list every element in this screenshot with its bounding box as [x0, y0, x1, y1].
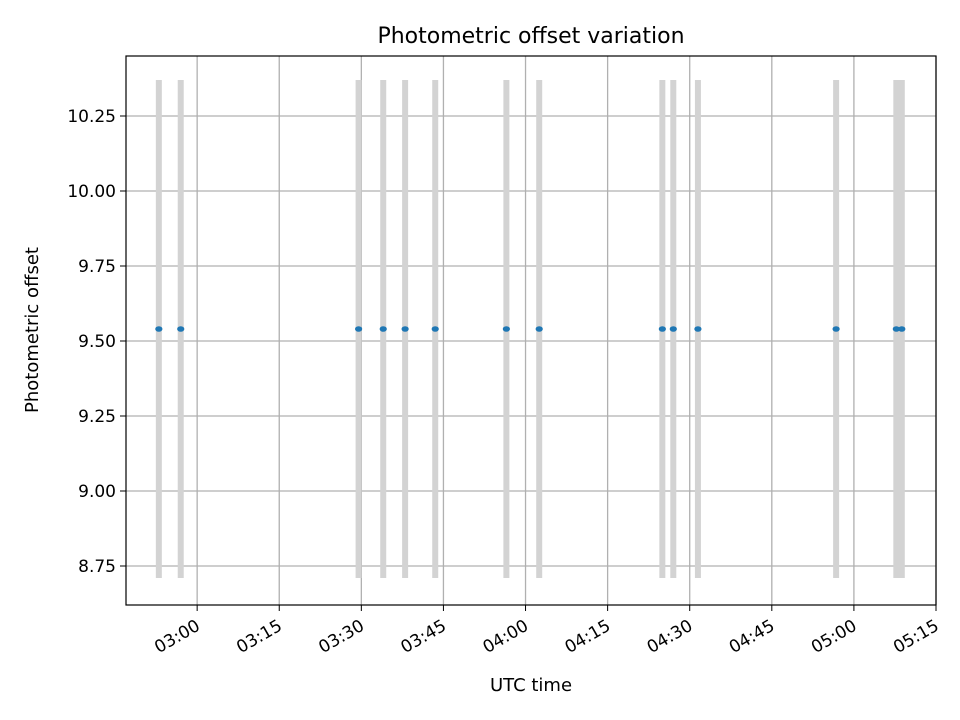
grid — [126, 56, 937, 605]
data-point — [832, 326, 840, 332]
x-tick-label: 04:15 — [562, 616, 614, 658]
data-point — [658, 326, 666, 332]
y-tick-label: 10.00 — [67, 182, 116, 202]
y-axis-label: Photometric offset — [22, 247, 43, 413]
x-tick-label: 03:00 — [151, 616, 203, 658]
error-bars — [155, 80, 905, 578]
chart-title: Photometric offset variation — [377, 24, 684, 49]
y-tick-label: 9.25 — [78, 407, 116, 427]
x-tick-label: 05:15 — [890, 616, 942, 658]
data-point — [502, 326, 510, 332]
x-tick-label: 04:45 — [726, 616, 778, 658]
data-point — [401, 326, 409, 332]
x-tick-label: 04:00 — [480, 616, 532, 658]
y-tick-label: 10.25 — [67, 107, 116, 127]
data-points — [155, 326, 906, 332]
y-tick-label: 9.75 — [78, 257, 116, 277]
x-axis-label: UTC time — [490, 675, 572, 696]
data-point — [155, 326, 163, 332]
x-tick-label: 03:30 — [315, 616, 367, 658]
data-point — [669, 326, 677, 332]
data-point — [431, 326, 439, 332]
x-ticks: 03:00 03:15 03:30 03:45 04:00 04:15 04:30 04:45… — [151, 605, 943, 658]
data-point — [535, 326, 543, 332]
data-point — [892, 326, 900, 332]
data-point — [177, 326, 185, 332]
data-point — [379, 326, 387, 332]
x-tick-label: 04:30 — [644, 616, 696, 658]
data-point — [355, 326, 363, 332]
x-tick-label: 03:45 — [397, 616, 449, 658]
y-tick-label: 9.50 — [78, 332, 116, 352]
data-point — [694, 326, 702, 332]
y-tick-label: 9.00 — [78, 482, 116, 502]
data-point — [898, 326, 906, 332]
y-tick-label: 8.75 — [78, 557, 116, 577]
plot-frame — [125, 55, 937, 606]
x-tick-label: 05:00 — [808, 616, 860, 658]
x-tick-label: 03:15 — [233, 616, 285, 658]
y-ticks: 8.75 9.00 9.25 9.50 9.75 10.00 10.25 — [67, 107, 126, 577]
